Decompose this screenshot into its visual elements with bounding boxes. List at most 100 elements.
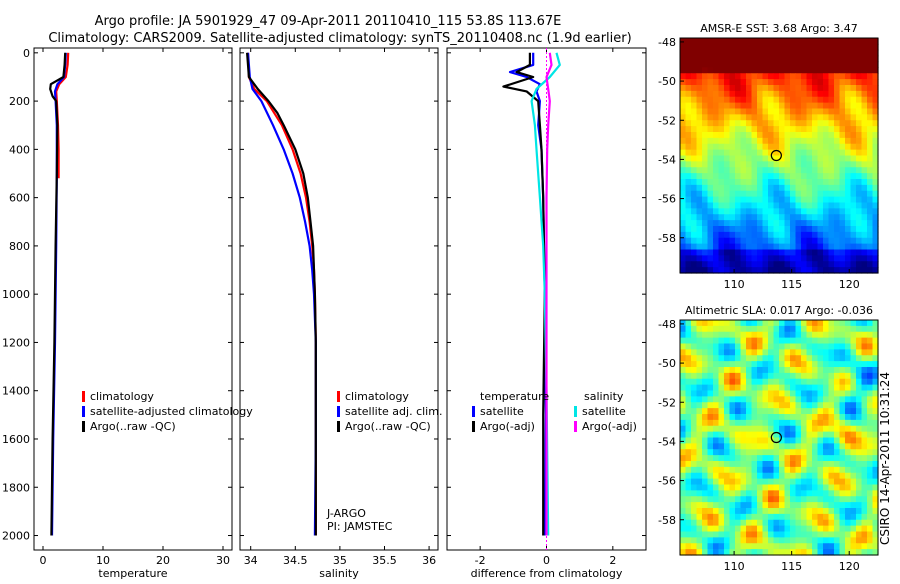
sla-map-cell <box>839 466 846 474</box>
salinity-annotation: PI: JAMSTEC <box>327 520 393 533</box>
sla-map-cell <box>790 478 797 486</box>
sst-map-cell <box>735 114 742 121</box>
sst-map-cell <box>702 55 709 63</box>
sst-map-cell <box>696 114 703 121</box>
sst-map-cell <box>746 85 753 92</box>
sst-map-cell <box>680 43 687 51</box>
sla-map-cell <box>768 513 775 521</box>
sst-map-cell <box>817 190 824 198</box>
sla-map-cell <box>784 443 791 450</box>
sla-map-cell <box>872 425 879 433</box>
sst-map-cell <box>784 43 791 51</box>
sst-map-cell <box>685 249 692 256</box>
sla-map-cell <box>773 443 780 450</box>
sla-map-cell <box>872 414 879 421</box>
sst-map-cell <box>806 173 813 180</box>
sla-map-cell <box>729 367 736 374</box>
sla-map-cell <box>729 461 736 468</box>
sst-map-cell <box>680 114 687 121</box>
sla-map-cell <box>801 408 808 415</box>
sst-map-cell <box>773 85 780 92</box>
sst-map-cell <box>845 85 852 92</box>
sla-map-cell <box>762 531 769 538</box>
sla-map-cell <box>839 472 846 480</box>
sst-map-cell <box>740 55 747 63</box>
sla-map-cell <box>713 337 720 345</box>
sla-map-cell <box>839 455 846 462</box>
sla-map-cell <box>696 349 703 356</box>
sst-map-cell <box>680 196 687 204</box>
sst-map-cell <box>823 243 830 251</box>
sst-map-cell <box>713 137 720 145</box>
sst-map-cell <box>790 220 797 227</box>
sst-map-cell <box>806 231 813 239</box>
sla-map-cell <box>856 325 863 333</box>
sst-map-cell <box>801 155 808 162</box>
sst-map-cell <box>718 61 725 68</box>
sla-map-cell <box>757 461 764 468</box>
sst-map-cell <box>757 55 764 63</box>
sla-map-cell <box>806 320 813 327</box>
sla-map-cell <box>691 431 698 439</box>
sst-map-cell <box>691 155 698 162</box>
sst-map-cell <box>746 155 753 162</box>
sla-map-cell <box>867 349 874 356</box>
sst-map-cell <box>806 79 813 86</box>
sst-map-cell <box>867 43 874 51</box>
sst-map-cell <box>812 226 819 233</box>
sst-map-cell <box>729 167 736 174</box>
sla-map-cell <box>812 543 819 550</box>
sst-map-cell <box>817 155 824 162</box>
sst-map-cell <box>861 73 868 80</box>
sst-map-ytick-label: -50 <box>658 75 676 88</box>
sla-map-cell <box>823 549 830 556</box>
sst-map-cell <box>828 143 835 151</box>
sst-map-cell <box>784 73 791 80</box>
sst-map-cell <box>740 108 747 115</box>
sst-map-cell <box>823 114 830 121</box>
sst-map-cell <box>773 67 780 74</box>
sst-map-cell <box>740 102 747 110</box>
sst-map-cell <box>850 220 857 227</box>
sla-map-cell <box>757 337 764 345</box>
sst-map-cell <box>746 161 753 168</box>
sst-map-cell <box>691 237 698 245</box>
sla-map-cell <box>768 337 775 345</box>
sst-map-cell <box>795 143 802 151</box>
sla-map-cell <box>735 325 742 333</box>
sla-map-cell <box>757 320 764 327</box>
sst-map-cell <box>729 85 736 92</box>
sla-map-cell <box>861 408 868 415</box>
sla-map-cell <box>834 490 841 497</box>
sst-map-cell <box>707 261 714 268</box>
sst-map-cell <box>718 231 725 239</box>
sla-map-cell <box>861 378 868 386</box>
sla-map-cell <box>806 396 813 403</box>
sla-map-cell <box>696 408 703 415</box>
sla-map-cell <box>850 455 857 462</box>
sst-map-cell <box>762 267 769 274</box>
sla-map-cell <box>845 502 852 509</box>
sst-map-cell <box>707 190 714 198</box>
sst-map-cell <box>757 43 764 51</box>
temperature-ytick-label: 1200 <box>2 336 30 349</box>
sla-map-cell <box>729 372 736 380</box>
sst-map-cell <box>751 196 758 204</box>
sla-map-cell <box>740 537 747 544</box>
sst-map-cell <box>691 61 698 68</box>
sst-map-cell <box>691 249 698 256</box>
sst-map-cell <box>795 220 802 227</box>
sst-map-cell <box>784 149 791 157</box>
sst-map-cell <box>839 208 846 215</box>
sst-map-cell <box>823 214 830 221</box>
sla-map-title: Altimetric SLA: 0.017 Argo: -0.036 <box>685 304 873 317</box>
sla-map-cell <box>740 549 747 556</box>
sst-map-cell <box>746 126 753 133</box>
sla-map-cell <box>828 378 835 386</box>
sst-map-cell <box>746 61 753 68</box>
sst-map-cell <box>790 249 797 256</box>
sst-map-cell <box>702 102 709 110</box>
sla-map-cell <box>757 549 764 556</box>
sla-map-cell <box>839 349 846 356</box>
sla-map-cell <box>839 414 846 421</box>
